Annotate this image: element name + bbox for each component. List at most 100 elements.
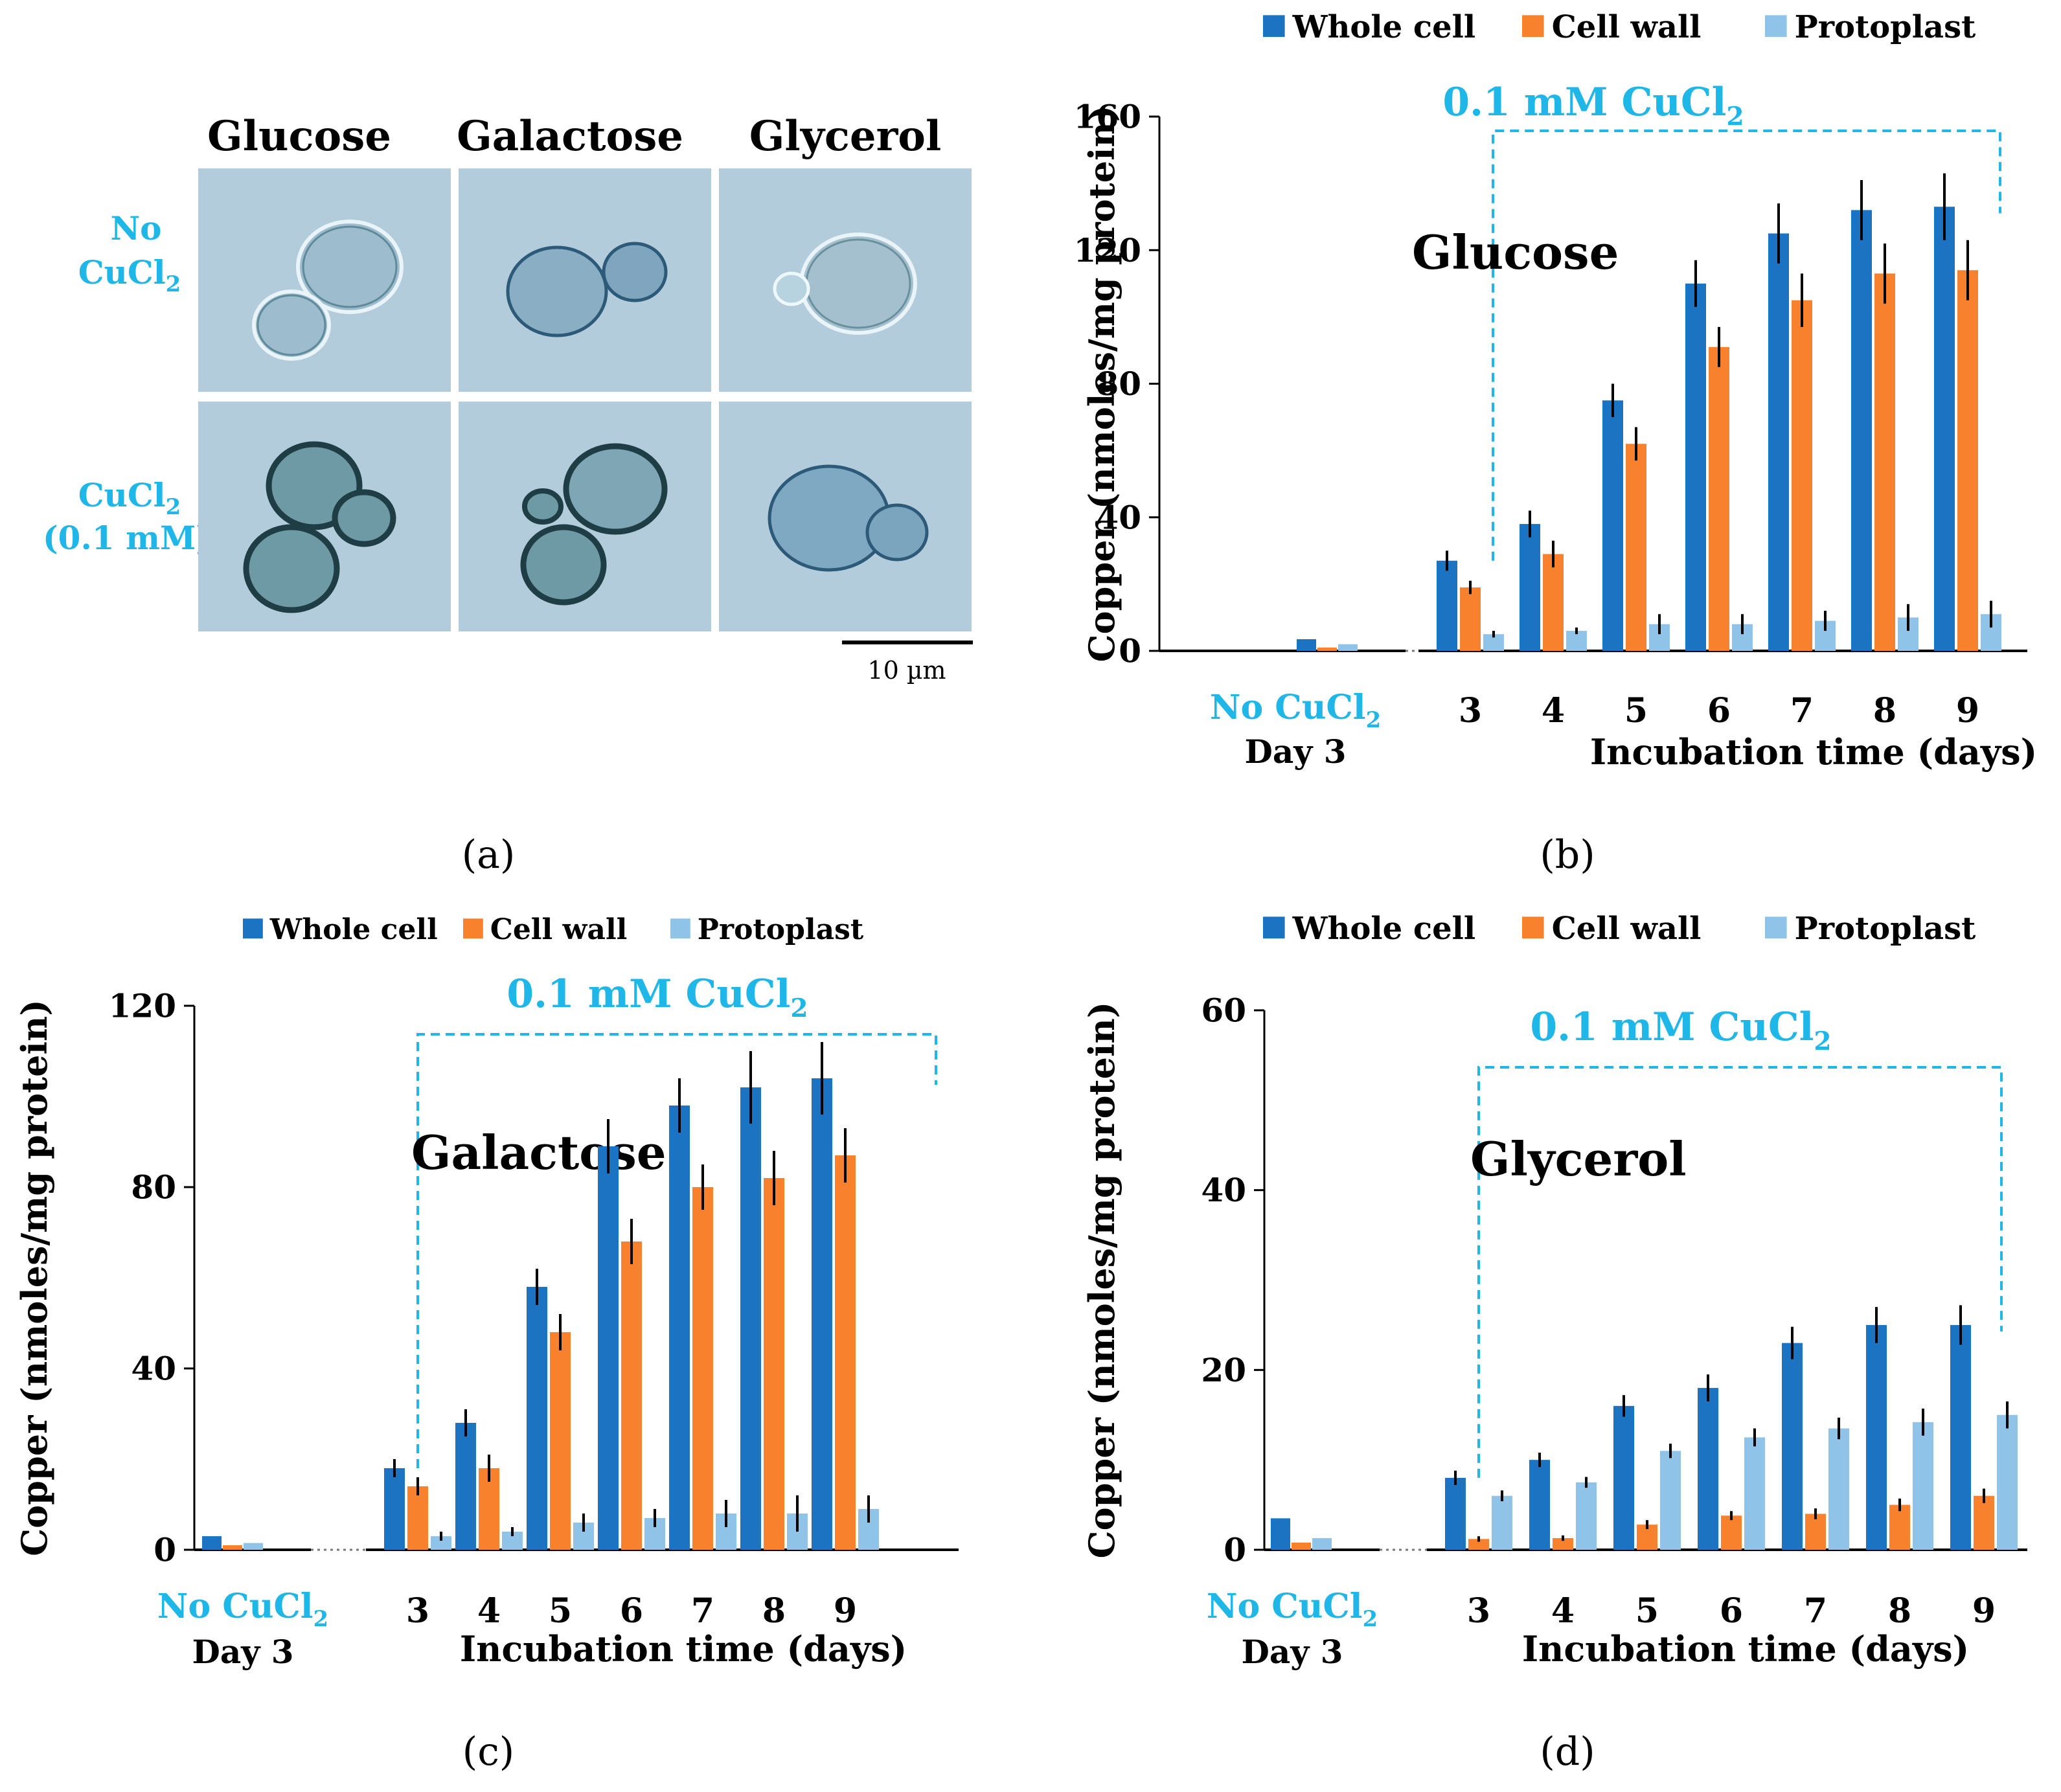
bar-whole-day5 [527,1287,547,1550]
row-label-no-line1: No [110,209,161,247]
treatment-bracket [1492,130,2001,561]
x-tick-label-7: 7 [1804,1591,1827,1631]
y-tick-label: 40 [1096,498,1141,536]
x-tick-label-3: 3 [1459,691,1482,731]
x-tick-label-6: 6 [620,1591,643,1631]
bar-wall-day9 [1957,270,1978,651]
panel-letter-a: (a) [462,832,516,878]
x-tick-label-5: 5 [1624,691,1648,731]
bar-whole-day9 [1934,207,1955,651]
treatment-annotation: 0.1 mM CuCl2 [507,971,808,1023]
bar-proto-day7 [1828,1428,1849,1550]
legend-swatch-2 [670,918,690,939]
bar-control-proto [1312,1537,1332,1550]
bar-wall-day8 [764,1178,784,1550]
scale-bar-label: 10 µm [867,656,946,685]
row-label-cu-line2: (0.1 mM) [43,519,211,557]
legend-label-2: Protoplast [698,913,864,946]
legend-swatch-1 [1522,15,1544,38]
treatment-annotation: 0.1 mM CuCl2 [1530,1004,1831,1056]
bar-whole-day5 [1602,400,1623,651]
x-control-label-1: No CuCl2 [1207,1587,1378,1631]
legend-swatch-0 [1263,15,1285,38]
chart-title: Glycerol [1470,1131,1687,1186]
bar-proto-day6 [1744,1437,1765,1550]
bar-whole-day6 [598,1146,619,1550]
row-label-cu-line1: CuCl2 [78,476,181,520]
x-tick-label-4: 4 [1551,1591,1575,1631]
panel-letter-b: (b) [1540,832,1595,878]
y-tick-label: 120 [1074,231,1141,269]
y-tick-label: 60 [1201,992,1246,1030]
bar-wall-day6 [1709,346,1729,651]
legend-label-0: Whole cell [1292,911,1476,947]
chart-galactose: Whole cell Cell wall Protoplast 0 40 80 120 Cop… [14,913,959,1671]
bar-control-wall [223,1545,242,1550]
y-tick-label: 0 [1224,1531,1246,1569]
x-axis-label: Incubation time (days) [1522,1628,1969,1670]
treatment-bracket [416,1033,937,1468]
bar-wall-day5 [550,1332,571,1550]
bar-wall-day9 [835,1155,856,1550]
y-tick-label: 80 [131,1168,176,1207]
y-tick-label: 40 [1201,1171,1246,1209]
x-tick-label-9: 9 [1956,691,1979,731]
bar-wall-day7 [1792,300,1812,651]
bar-whole-day8 [1851,210,1872,651]
bar-control-wall [1292,1542,1311,1550]
panel-letter-c: (c) [462,1729,514,1775]
x-tick-label-3: 3 [406,1591,429,1631]
bar-wall-day6 [621,1242,642,1550]
chart-glucose: Whole cell Cell wall Protoplast 0 40 80 120 160… [1074,9,2038,773]
x-control-label-2: Day 3 [1244,732,1346,771]
chart-title: Galactose [411,1125,666,1180]
legend-label-2: Protoplast [1795,911,1976,947]
legend-swatch-1 [463,918,483,939]
bar-wall-day4 [1553,1537,1573,1550]
x-tick-label-8: 8 [1873,691,1896,731]
bar-wall-day7 [692,1187,713,1550]
x-control-label-1: No CuCl2 [157,1587,328,1631]
bar-wall-day3 [1468,1539,1489,1550]
bar-proto-day3 [431,1536,451,1550]
bar-whole-day5 [1613,1405,1634,1550]
bar-whole-day3 [384,1468,405,1550]
y-tick-label: 80 [1096,365,1141,403]
bar-wall-day3 [407,1486,428,1550]
bar-proto-day4 [1576,1482,1597,1550]
bar-whole-day9 [812,1078,832,1550]
x-control-label-1: No CuCl2 [1210,688,1381,732]
legend-swatch-2 [1765,916,1787,939]
legend-label-1: Cell wall [1552,911,1702,947]
y-tick-label: 20 [1201,1351,1246,1389]
x-control-label-2: Day 3 [192,1633,293,1671]
bar-whole-day8 [1866,1324,1887,1550]
bar-whole-day3 [1445,1477,1466,1550]
treatment-annotation: 0.1 mM CuCl2 [1442,80,1744,131]
panel-letter-d: (d) [1540,1729,1595,1775]
bar-whole-day9 [1950,1324,1971,1550]
x-tick-label-3: 3 [1467,1591,1490,1631]
yeast-cells-top [252,220,917,361]
bar-whole-day7 [1768,233,1789,651]
bar-whole-day4 [1520,524,1540,651]
x-tick-label-7: 7 [1790,691,1814,731]
legend-swatch-2 [1765,15,1787,38]
x-tick-label-7: 7 [691,1591,714,1631]
micrograph-panel: Glucose Galactose Glycerol No CuCl2 CuCl… [43,112,973,685]
bar-wall-day7 [1805,1514,1826,1550]
yeast-cells-bottom [243,441,929,613]
bar-control-wall [1317,647,1337,651]
x-tick-label-8: 8 [762,1591,786,1631]
legend-label-1: Cell wall [1552,9,1702,45]
legend-label-1: Cell wall [490,913,628,946]
column-label-galactose: Galactose [457,112,683,161]
x-tick-label-5: 5 [1635,1591,1659,1631]
bar-control-whole [1297,639,1316,651]
bar-wall-day8 [1889,1504,1910,1550]
bar-control-proto [1338,644,1358,651]
y-tick-label: 120 [109,987,176,1025]
bar-control-whole [202,1536,222,1550]
bar-proto-day3 [1492,1495,1512,1550]
